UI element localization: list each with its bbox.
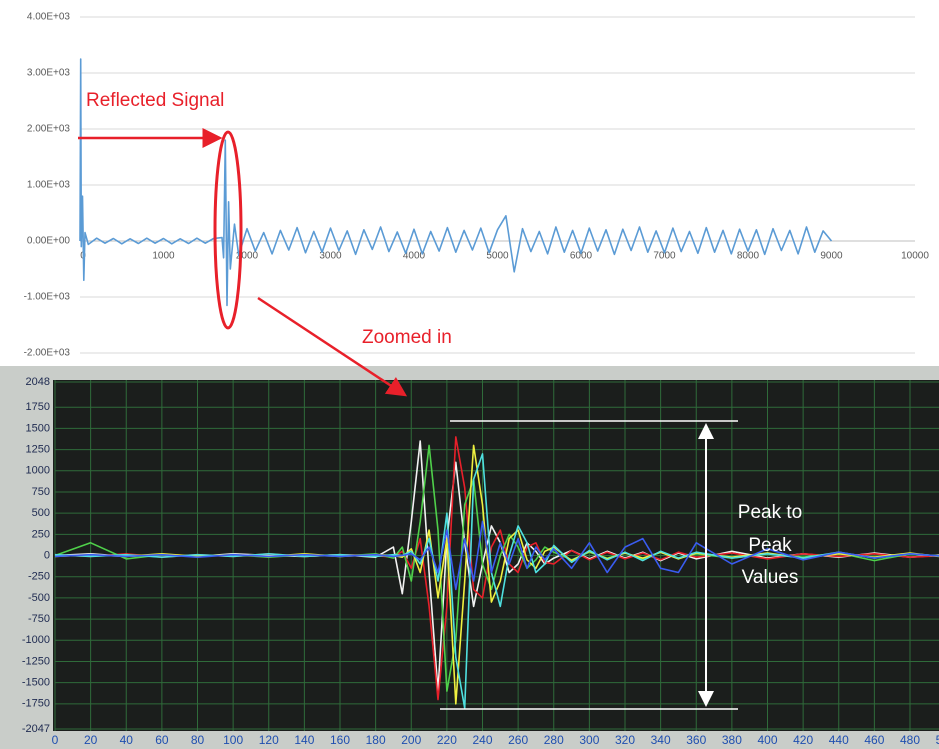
x-tick-label: 8000: [737, 251, 760, 262]
y-tick-label: 1250: [26, 444, 50, 456]
x-tick-label: 320: [615, 733, 635, 747]
x-tick-label: 280: [544, 733, 564, 747]
x-tick-label: 160: [330, 733, 350, 747]
annotation: Reflected Signal: [86, 90, 224, 111]
x-tick-label: 400: [757, 733, 777, 747]
y-tick-label: 0.00E+00: [27, 236, 71, 247]
y-tick-label: 1.00E+03: [27, 180, 71, 191]
y-tick-label: 1750: [26, 401, 50, 413]
x-tick-label: 1000: [152, 251, 175, 262]
annotation: Peak to: [738, 502, 802, 523]
x-tick-label: 0: [52, 733, 59, 747]
x-tick-label: 100: [223, 733, 243, 747]
x-tick-label: 200: [401, 733, 421, 747]
x-tick-label: 180: [366, 733, 386, 747]
x-tick-label: 500: [936, 733, 939, 747]
annotation: Peak: [748, 535, 792, 556]
x-tick-label: 20: [84, 733, 98, 747]
y-tick-label: -1000: [22, 634, 50, 646]
x-tick-label: 220: [437, 733, 457, 747]
top-chart: 4.00E+03 3.00E+03 2.00E+03 1.00E+03 0.00E+00…: [24, 12, 930, 359]
y-tick-label: 1500: [26, 422, 50, 434]
x-tick-label: 10000: [901, 251, 929, 262]
y-tick-label: 750: [32, 486, 50, 498]
x-tick-label: 260: [508, 733, 528, 747]
x-tick-label: 300: [579, 733, 599, 747]
x-tick-label: 120: [259, 733, 279, 747]
y-tick-label: 2.00E+03: [27, 124, 71, 135]
top-annotations: Reflected Signal Zoomed in: [78, 90, 452, 395]
x-tick-label: 60: [155, 733, 169, 747]
y-tick-label: -2.00E+03: [24, 348, 71, 359]
x-tick-label: 380: [722, 733, 742, 747]
y-tick-label: -1.00E+03: [24, 292, 71, 303]
x-tick-label: 340: [651, 733, 671, 747]
y-tick-label: -250: [28, 571, 50, 583]
x-tick-label: 240: [472, 733, 492, 747]
x-tick-label: 40: [120, 733, 134, 747]
y-tick-label: -750: [28, 613, 50, 625]
y-tick-label: 2048: [26, 376, 50, 388]
x-tick-label: 480: [900, 733, 920, 747]
y-tick-label: 4.00E+03: [27, 12, 71, 23]
page: {"chart_data": [ {"type": "line", "annot…: [0, 0, 939, 749]
y-tick-label: 3.00E+03: [27, 68, 71, 79]
x-tick-label: 80: [191, 733, 205, 747]
x-tick-label: 420: [793, 733, 813, 747]
y-tick-label: 0: [44, 549, 50, 561]
annotation: Values: [742, 567, 799, 588]
y-tick-label: -1750: [22, 698, 50, 710]
figure: 4.00E+03 3.00E+03 2.00E+03 1.00E+03 0.00E+00…: [0, 0, 939, 749]
y-tick-label: -500: [28, 592, 50, 604]
x-tick-label: 460: [864, 733, 884, 747]
y-tick-label: 500: [32, 507, 50, 519]
y-tick-label: 250: [32, 528, 50, 540]
y-tick-label: 1000: [26, 465, 50, 477]
x-tick-label: 140: [294, 733, 314, 747]
x-tick-label: 360: [686, 733, 706, 747]
y-tick-label: -1500: [22, 677, 50, 689]
x-tick-label: 440: [829, 733, 849, 747]
y-tick-label: -2047: [22, 723, 50, 735]
annotation: Zoomed in: [362, 327, 452, 348]
x-tick-label: 9000: [820, 251, 843, 262]
y-tick-label: -1250: [22, 655, 50, 667]
